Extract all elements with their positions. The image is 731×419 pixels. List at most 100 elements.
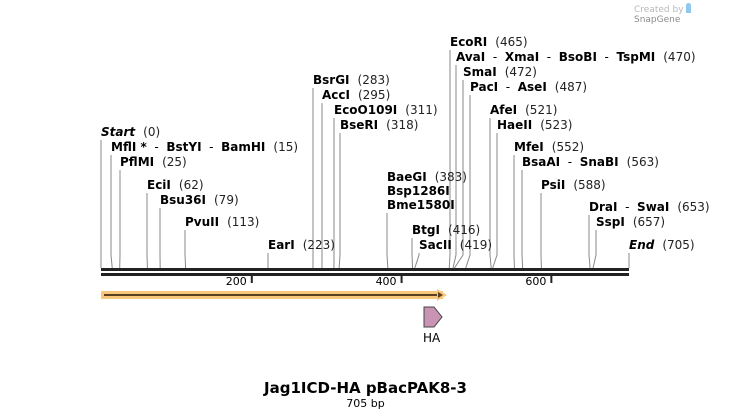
enzyme-name: PsiI — [541, 178, 566, 192]
enzyme-name: Bme1580I — [387, 198, 455, 212]
enzyme-name: BsaAI — [522, 155, 561, 169]
site-label-bsrgi[interactable]: BsrGI (283) — [313, 73, 390, 87]
backbone-bottom-strand — [101, 273, 629, 276]
site-position: (653) — [677, 200, 710, 214]
site-label-pflmi[interactable]: PflMI (25) — [120, 155, 187, 169]
site-label-ecori[interactable]: EcoRI (465) — [450, 35, 528, 49]
enzyme-name: AccI — [322, 88, 350, 102]
enzyme-name: EcoRI — [450, 35, 488, 49]
enzyme-name: SacII — [419, 238, 452, 252]
site-label-pvuii[interactable]: PvuII (113) — [185, 215, 259, 229]
site-label-mfli[interactable]: MflI * - BstYI - BamHI (15) — [111, 140, 299, 154]
backbone-top-strand — [101, 268, 629, 271]
site-position: (563) — [626, 155, 659, 169]
snapgene-logo-icon — [685, 3, 691, 13]
enzyme-name: BstYI — [166, 140, 202, 154]
site-position: (25) — [162, 155, 187, 169]
enzyme-name: BamHI — [221, 140, 266, 154]
site-label-baegi[interactable]: BaeGI (383) Bsp1286I Bme1580I — [387, 170, 467, 212]
enzyme-name: AseI — [517, 80, 547, 94]
enzyme-name: HaeII — [497, 118, 533, 132]
enzyme-name: End — [629, 238, 655, 252]
site-position: (588) — [573, 178, 606, 192]
ha-feature-arrow[interactable] — [423, 306, 443, 328]
site-position: (419) — [459, 238, 493, 252]
site-position: (521) — [525, 103, 558, 117]
enzyme-name: BaeGI — [387, 170, 427, 184]
site-position: (295) — [357, 88, 391, 102]
enzyme-name: SwaI — [637, 200, 670, 214]
axis-tick-label: 400 — [375, 275, 397, 288]
enzyme-name: AvaI — [456, 50, 486, 64]
site-position: (0) — [143, 125, 161, 139]
site-position: (383) — [434, 170, 467, 184]
sequence-length: 705 bp — [346, 397, 385, 410]
enzyme-name: XmaI — [504, 50, 540, 64]
site-position: (311) — [405, 103, 438, 117]
site-position: (657) — [632, 215, 666, 229]
ha-feature-label: HA — [423, 331, 441, 345]
site-label-end[interactable]: End (705) — [629, 238, 695, 252]
enzyme-name: SmaI — [463, 65, 497, 79]
enzyme-name: EarI — [268, 238, 295, 252]
site-position: (223) — [302, 238, 335, 252]
axis-ticks — [250, 276, 553, 283]
site-position: (523) — [540, 118, 573, 132]
enzyme-name: SspI — [596, 215, 625, 229]
site-label-ecii[interactable]: EciI (62) — [147, 178, 204, 192]
enzyme-name: BsrGI — [313, 73, 350, 87]
site-position: (318) — [386, 118, 419, 132]
site-position: (62) — [178, 178, 204, 192]
site-position: (465) — [495, 35, 528, 49]
site-label-acci[interactable]: AccI (295) — [322, 88, 390, 102]
enzyme-name: AfeI — [490, 103, 518, 117]
site-label-sspi[interactable]: SspI (657) — [596, 215, 665, 229]
site-leader-lines — [100, 50, 630, 269]
site-label-eco0109i[interactable]: EcoO109I (311) — [334, 103, 438, 117]
enzyme-name: EcoO109I — [334, 103, 398, 117]
enzyme-name: SnaBI — [579, 155, 619, 169]
site-label-afei[interactable]: AfeI (521) — [490, 103, 557, 117]
axis-tick-label: 600 — [525, 275, 547, 288]
enzyme-name: Start — [101, 125, 136, 139]
site-label-psii[interactable]: PsiI (588) — [541, 178, 606, 192]
site-position: (552) — [551, 140, 585, 154]
site-label-start[interactable]: Start (0) — [101, 125, 160, 139]
enzyme-name: EciI — [147, 178, 171, 192]
enzyme-name: BseRI — [340, 118, 379, 132]
site-label-bsaai[interactable]: BsaAI - SnaBI (563) — [522, 155, 659, 169]
site-label-bseri[interactable]: BseRI (318) — [340, 118, 418, 132]
enzyme-name: TspMI — [616, 50, 656, 64]
site-label-drai[interactable]: DraI - SwaI (653) — [589, 200, 710, 214]
site-position: (283) — [357, 73, 390, 87]
site-label-haeii[interactable]: HaeII (523) — [497, 118, 573, 132]
site-label-mfei[interactable]: MfeI (552) — [514, 140, 584, 154]
enzyme-name: PvuII — [185, 215, 220, 229]
site-label-smai[interactable]: SmaI (472) — [463, 65, 537, 79]
site-label-avai[interactable]: AvaI - XmaI - BsoBI - TspMI (470) — [456, 50, 696, 64]
enzyme-name: MfeI — [514, 140, 544, 154]
enzyme-name: BtgI — [412, 223, 440, 237]
sequence-title: Jag1ICD-HA pBacPAK8-3 — [264, 379, 467, 397]
enzyme-name: Bsu36I — [160, 193, 206, 207]
site-position: (705) — [662, 238, 695, 252]
site-label-paci[interactable]: PacI - AseI (487) — [470, 80, 588, 94]
enzyme-name: Bsp1286I — [387, 184, 450, 198]
enzyme-name: MflI * — [111, 140, 147, 154]
site-position: (470) — [663, 50, 696, 64]
site-position: (113) — [227, 215, 260, 229]
site-label-sacii[interactable]: SacII (419) — [419, 238, 492, 252]
site-label-bsu36i[interactable]: Bsu36I (79) — [160, 193, 239, 207]
site-position: (487) — [554, 80, 588, 94]
site-label-btgi[interactable]: BtgI (416) — [412, 223, 480, 237]
axis-tick-label: 200 — [225, 275, 247, 288]
site-position: (79) — [214, 193, 239, 207]
site-position: (15) — [273, 140, 299, 154]
orf-arrow[interactable] — [101, 289, 447, 301]
site-position: (472) — [504, 65, 537, 79]
enzyme-name: PacI — [470, 80, 499, 94]
site-label-eari[interactable]: EarI (223) — [268, 238, 335, 252]
snapgene-credit: Created bySnapGene — [634, 3, 731, 25]
